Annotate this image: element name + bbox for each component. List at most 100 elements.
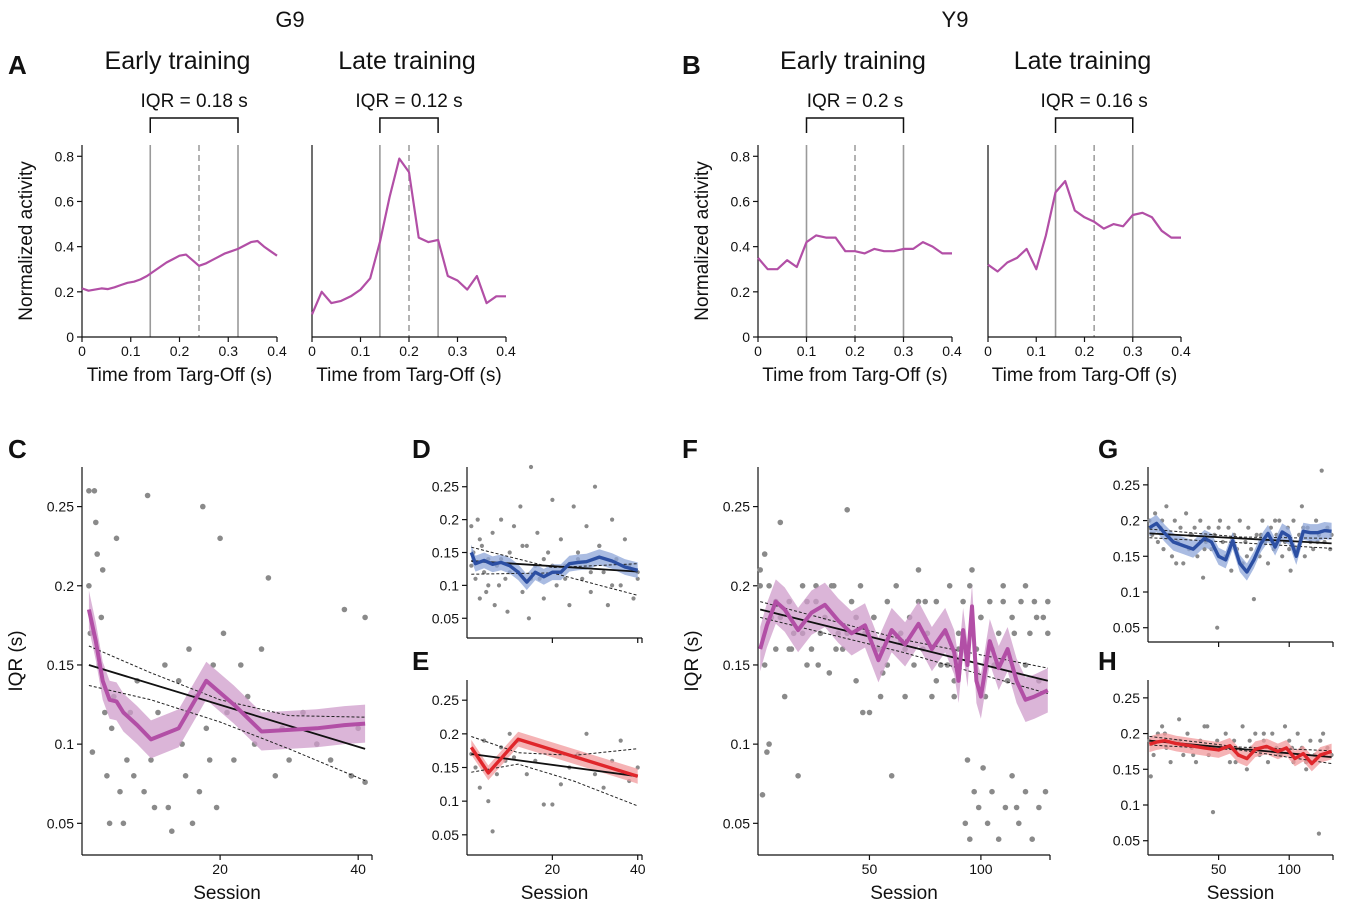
session-dot — [1220, 539, 1225, 545]
session-dot — [272, 773, 279, 779]
session-dot — [597, 543, 602, 549]
y-tick-label: 0.2 — [1121, 513, 1141, 529]
session-dot — [915, 567, 922, 573]
session-dot — [238, 662, 244, 668]
session-dot — [1013, 804, 1020, 811]
panel-label-b: B — [682, 50, 701, 80]
session-dot — [1011, 630, 1018, 637]
session-dot — [524, 772, 529, 777]
session-dot — [1287, 547, 1292, 552]
session-dot — [1033, 614, 1040, 621]
session-dot — [186, 646, 192, 652]
panel-label-d: D — [412, 434, 431, 464]
session-dot — [141, 788, 147, 795]
session-dot — [120, 820, 127, 827]
x-tick-label: 0.3 — [894, 343, 914, 359]
session-dot — [258, 646, 265, 652]
panel-title: Early training — [780, 47, 926, 75]
session-dot — [1249, 547, 1254, 552]
x-axis-label: Time from Targ-Off (s) — [762, 365, 947, 386]
session-dot — [1000, 583, 1006, 589]
session-dot — [980, 765, 986, 771]
session-dot — [804, 662, 810, 668]
x-tick-label: 0.1 — [797, 343, 817, 359]
session-dot — [759, 792, 766, 798]
session-dot — [969, 567, 975, 573]
session-dot — [213, 804, 220, 811]
session-dot — [473, 576, 478, 581]
session-dot — [1000, 598, 1006, 605]
session-dot — [1215, 625, 1220, 630]
session-dot — [946, 583, 953, 589]
fit-ci-lower — [760, 616, 1048, 694]
session-dot — [91, 488, 98, 494]
session-dot — [1233, 760, 1238, 765]
session-dot — [817, 630, 824, 637]
session-dot — [1265, 760, 1271, 765]
chart-e: 20 40 0.05 0.1 0.15 0.2 0.25 Session — [432, 680, 646, 904]
session-dot — [580, 576, 585, 581]
session-dot — [922, 598, 928, 605]
session-dot — [469, 524, 474, 529]
session-dot — [1002, 804, 1009, 811]
session-dot — [162, 662, 168, 668]
session-dot — [1282, 724, 1288, 729]
x-tick-label: 0.3 — [448, 343, 468, 359]
y-tick-label: 0.05 — [1113, 833, 1140, 849]
y-tick-label: 0.1 — [1121, 584, 1141, 600]
x-tick-label: 0.2 — [399, 343, 419, 359]
session-dot — [1244, 554, 1249, 559]
session-dot — [1161, 547, 1166, 552]
session-dot — [89, 749, 96, 755]
session-dot — [169, 828, 175, 834]
y-tick-label: 0.25 — [1113, 477, 1140, 493]
session-dot — [362, 779, 368, 785]
session-dot — [511, 755, 517, 760]
x-tick-label: 0.1 — [1027, 343, 1047, 359]
session-dot — [592, 772, 598, 777]
iqr-label: IQR = 0.18 s — [141, 91, 248, 112]
session-dot — [1036, 804, 1042, 811]
session-dot — [764, 749, 770, 755]
session-dot — [987, 598, 993, 605]
panel-label-g: G — [1098, 434, 1118, 464]
mean-band — [88, 590, 366, 759]
x-axis-label: Session — [193, 883, 261, 904]
session-dot — [499, 517, 504, 522]
session-dot — [203, 725, 210, 732]
session-dot — [964, 757, 971, 763]
session-dot — [601, 570, 606, 575]
session-dot — [1022, 788, 1029, 795]
iqr-label: IQR = 0.2 s — [807, 91, 904, 112]
session-dot — [1254, 532, 1259, 538]
session-dot — [477, 785, 482, 790]
session-dot — [967, 836, 973, 842]
iqr-bracket — [379, 117, 439, 133]
session-dot — [558, 537, 564, 542]
session-dot — [507, 731, 512, 736]
session-dot — [1206, 525, 1211, 530]
session-dot — [1295, 731, 1300, 736]
panel-label-h: H — [1098, 646, 1117, 676]
session-dot — [1247, 738, 1252, 743]
session-dot — [1148, 774, 1153, 779]
y-tick-label: 0.1 — [440, 793, 460, 809]
session-dot — [1029, 836, 1035, 842]
session-dot — [1261, 731, 1266, 736]
y-tick-label: 0.6 — [731, 193, 751, 209]
session-dot — [1155, 539, 1160, 545]
x-tick-label: 0.2 — [845, 343, 865, 359]
x-tick-label: 40 — [630, 861, 646, 877]
iqr-bracket — [805, 117, 905, 133]
panel-title: Late training — [338, 47, 476, 75]
session-dot — [494, 772, 499, 777]
session-dot — [610, 517, 615, 522]
y-tick-label: 0.1 — [440, 577, 460, 593]
session-dot — [86, 583, 92, 589]
session-dot — [220, 630, 227, 637]
chart-h: 50 100 0.05 0.1 0.15 0.2 0.25 Session — [1113, 680, 1334, 904]
y-tick-label: 0.15 — [1113, 548, 1140, 564]
mean-line — [1148, 739, 1333, 766]
y-axis-label: IQR (s) — [6, 630, 27, 691]
session-dot — [148, 757, 154, 763]
